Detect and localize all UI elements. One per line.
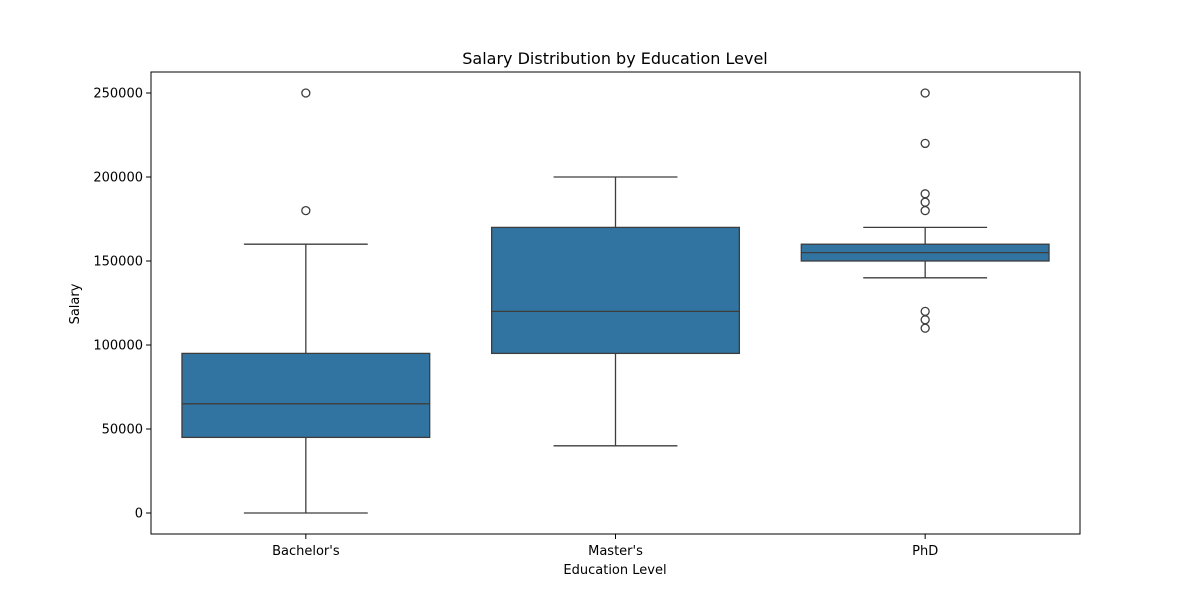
y-tick-label: 250000 — [93, 87, 143, 102]
y-tick-label: 100000 — [93, 339, 143, 354]
outlier-point — [920, 306, 930, 317]
outlier-point — [920, 205, 930, 216]
x-tick-label: Master's — [588, 544, 643, 559]
x-tick-label: PhD — [912, 544, 938, 559]
box-iqr — [490, 226, 741, 355]
box-iqr — [181, 352, 431, 439]
y-axis-label: Salary — [68, 283, 83, 324]
plot-frame — [150, 71, 1081, 535]
outlier-point — [301, 88, 311, 98]
outlier-point — [301, 205, 311, 216]
outlier-point — [920, 138, 930, 149]
y-tick-label: 150000 — [93, 255, 143, 270]
x-tick-label: Bachelor's — [272, 544, 340, 559]
y-tick-label: 200000 — [93, 171, 143, 186]
plot-area: 0 50000 100000 150000 200000 250000 Bachelor's… — [93, 87, 1050, 559]
chart-title: Salary Distribution by Education Level — [462, 49, 767, 68]
y-tick-label: 50000 — [102, 423, 143, 438]
outlier-point — [920, 197, 930, 207]
x-axis-label: Education Level — [563, 563, 666, 578]
outlier-point — [920, 323, 930, 333]
y-tick-label: 0 — [135, 507, 143, 522]
outlier-point — [920, 88, 930, 98]
outlier-point — [920, 189, 930, 199]
outlier-point — [920, 315, 930, 325]
